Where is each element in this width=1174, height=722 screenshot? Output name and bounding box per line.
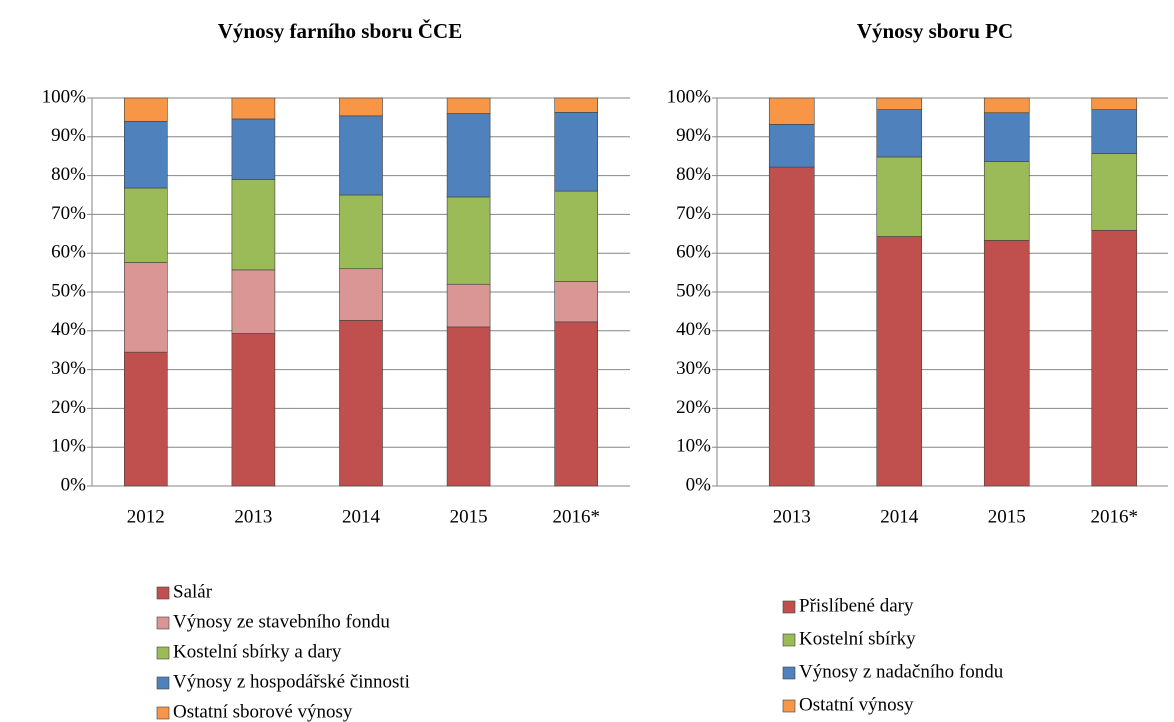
bar-segment: [554, 190, 599, 282]
legend-label: Ostatní výnosy: [799, 694, 914, 715]
bar-segment: [231, 333, 276, 487]
bar-segment: [876, 156, 923, 237]
y-tick-label: 40%: [51, 319, 86, 340]
bar-segment: [446, 113, 491, 198]
x-tick-label: 2014: [880, 506, 919, 527]
y-tick-label: 0%: [686, 474, 712, 495]
legend-label: Kostelní sbírky: [799, 628, 916, 649]
bar-segment: [231, 179, 276, 271]
x-tick-label: 2015: [450, 506, 488, 527]
bar-segment: [1091, 109, 1138, 154]
y-tick-label: 10%: [676, 436, 711, 457]
bar-segment: [446, 97, 491, 114]
legend-swatch: [156, 616, 170, 630]
bar-segment: [446, 283, 491, 328]
x-tick-label: 2014: [342, 506, 381, 527]
y-tick-label: 90%: [51, 125, 86, 146]
y-tick-label: 80%: [676, 164, 711, 185]
bar-segment: [339, 97, 383, 117]
bar-segment: [231, 118, 276, 180]
y-tick-label: 30%: [51, 358, 86, 379]
bar-segment: [1091, 230, 1138, 487]
bar-segment: [554, 97, 599, 113]
bar-segment: [876, 236, 923, 487]
y-tick-label: 20%: [676, 397, 711, 418]
y-tick-label: 100%: [42, 86, 87, 107]
bar-segment: [983, 112, 1030, 162]
bar-segment: [983, 97, 1030, 114]
bar-segment: [124, 262, 168, 353]
bar-segment: [1091, 153, 1138, 231]
legend-label: Salár: [173, 581, 213, 602]
legend-label: Kostelní sbírky a dary: [173, 641, 342, 662]
legend-swatch: [782, 600, 796, 614]
bar-segment: [876, 109, 923, 158]
y-tick-label: 20%: [51, 397, 86, 418]
y-tick-label: 60%: [51, 242, 86, 263]
y-tick-label: 60%: [676, 242, 711, 263]
bar-segment: [768, 124, 815, 168]
x-tick-label: 2013: [234, 506, 272, 527]
legend-label: Přislíbené dary: [799, 595, 914, 616]
legend-swatch: [156, 646, 170, 660]
legend-swatch: [782, 699, 796, 713]
bar-segment: [339, 268, 383, 321]
bar-segment: [339, 115, 383, 196]
x-tick-label: 2012: [127, 506, 165, 527]
bar-segment: [768, 97, 815, 125]
bar-segment: [339, 194, 383, 270]
bar-segment: [983, 240, 1030, 487]
y-tick-label: 30%: [676, 358, 711, 379]
legend-label: Výnosy z hospodářské činnosti: [173, 671, 410, 692]
chart-title: Výnosy farního sboru ČCE: [218, 19, 462, 43]
bar-segment: [446, 326, 491, 487]
bar-segment: [124, 120, 168, 189]
y-tick-label: 50%: [51, 280, 86, 301]
y-tick-label: 90%: [676, 125, 711, 146]
x-tick-label: 2015: [988, 506, 1026, 527]
y-tick-label: 100%: [667, 86, 712, 107]
legend-label: Výnosy z nadačního fondu: [799, 661, 1004, 682]
bar-segment: [124, 97, 168, 122]
bar-segment: [983, 161, 1030, 241]
bar-segment: [768, 166, 815, 487]
legend-swatch: [156, 586, 170, 600]
legend-swatch: [156, 676, 170, 690]
legend-swatch: [782, 633, 796, 647]
y-tick-label: 80%: [51, 164, 86, 185]
x-tick-label: 2016*: [1091, 506, 1139, 527]
chart-title: Výnosy sboru PC: [857, 19, 1013, 43]
legend-label: Výnosy ze stavebního fondu: [173, 611, 390, 632]
bar-segment: [554, 281, 599, 323]
bar-segment: [124, 351, 168, 487]
bar-segment: [339, 320, 383, 487]
legend-label: Ostatní sborové výnosy: [173, 701, 353, 722]
y-tick-label: 0%: [61, 474, 87, 495]
x-tick-label: 2016*: [552, 506, 600, 527]
y-tick-label: 40%: [676, 319, 711, 340]
bar-segment: [1091, 97, 1138, 110]
y-tick-label: 70%: [676, 203, 711, 224]
x-tick-label: 2013: [773, 506, 811, 527]
bar-segment: [554, 321, 599, 487]
y-tick-label: 50%: [676, 280, 711, 301]
bar-segment: [124, 187, 168, 263]
y-tick-label: 70%: [51, 203, 86, 224]
bar-segment: [231, 269, 276, 334]
y-tick-label: 10%: [51, 436, 86, 457]
bar-segment: [446, 196, 491, 285]
bar-segment: [876, 97, 923, 110]
bar-segment: [231, 97, 276, 120]
legend-swatch: [156, 706, 170, 720]
bar-segment: [554, 112, 599, 192]
legend-swatch: [782, 666, 796, 680]
